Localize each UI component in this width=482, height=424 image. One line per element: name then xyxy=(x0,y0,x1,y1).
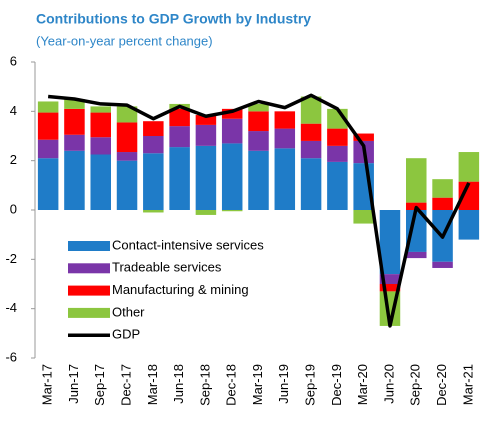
bar-segment xyxy=(379,274,401,284)
y-tick-label: -4 xyxy=(5,300,17,315)
bar-segment xyxy=(37,158,59,210)
bar-segment xyxy=(221,108,243,119)
y-tick-label: 0 xyxy=(10,201,17,216)
legend-marker xyxy=(68,241,110,251)
bar-segment xyxy=(37,101,59,113)
bar-segment xyxy=(458,210,480,240)
legend-label: Tradeable services xyxy=(112,260,222,275)
bar-segment xyxy=(248,131,269,151)
bar-segment xyxy=(432,261,453,268)
bar-segment xyxy=(64,134,85,151)
legend-label: Other xyxy=(112,304,145,319)
bar-segment xyxy=(248,150,269,210)
y-tick-label: 6 xyxy=(10,53,17,68)
x-tick-label: Dec-19 xyxy=(329,364,344,406)
bar-segment xyxy=(221,143,243,210)
bar-segment xyxy=(169,126,190,148)
x-tick-label: Jun-18 xyxy=(171,364,186,404)
bar-segment xyxy=(327,161,348,210)
y-tick-label: -2 xyxy=(5,251,17,266)
x-tick-label: Sep-18 xyxy=(197,364,212,406)
bar-segment xyxy=(116,160,138,210)
bar-segment xyxy=(327,128,348,146)
bar-segment xyxy=(64,150,85,210)
bar-segment xyxy=(143,210,164,213)
bar-segment xyxy=(221,210,243,212)
x-tick-label: Dec-20 xyxy=(434,364,449,406)
bar-segment xyxy=(90,106,111,113)
bar-segment xyxy=(90,137,111,155)
legend-marker xyxy=(68,307,110,318)
bar-segment xyxy=(379,284,401,292)
bar-segment xyxy=(274,128,296,149)
bar-segment xyxy=(432,197,453,210)
bar-segment xyxy=(195,145,217,210)
legend-label: Manufacturing & mining xyxy=(112,282,249,297)
bar-segment xyxy=(406,158,427,203)
bar-segment xyxy=(90,154,111,210)
bar-segment xyxy=(353,210,374,224)
x-tick-label: Jun-17 xyxy=(66,364,81,404)
x-tick-label: Mar-21 xyxy=(460,364,475,405)
bar-segment xyxy=(116,152,138,161)
bar-segment xyxy=(274,148,296,210)
chart-title: Contributions to GDP Growth by Industry xyxy=(36,11,311,27)
x-tick-label: Sep-19 xyxy=(303,364,318,406)
bar-segment xyxy=(300,140,322,159)
bar-segment xyxy=(37,139,59,159)
bar-segment xyxy=(116,122,138,153)
bar-segment xyxy=(300,96,322,124)
x-tick-label: Sep-17 xyxy=(92,364,107,406)
bar-segment xyxy=(37,112,59,140)
bar-segment xyxy=(221,118,243,144)
x-tick-label: Dec-17 xyxy=(118,364,133,406)
bar-segment xyxy=(64,108,85,135)
bar-segment xyxy=(406,251,427,259)
bar-segment xyxy=(143,136,164,154)
bar-segment xyxy=(169,147,190,210)
bar-segment xyxy=(116,106,138,123)
x-tick-label: Jun-20 xyxy=(381,364,396,404)
y-tick-label: 4 xyxy=(10,103,17,118)
bar-segment xyxy=(300,158,322,210)
bar-segment xyxy=(90,112,111,138)
legend-marker xyxy=(68,285,110,296)
bar-segment xyxy=(195,210,217,215)
bar-segment xyxy=(195,115,217,125)
bar-segment xyxy=(300,123,322,141)
y-tick-label: -6 xyxy=(5,349,17,364)
bar-segment xyxy=(379,210,401,275)
gdp-line xyxy=(47,93,471,328)
legend-label: Contact-intensive services xyxy=(112,237,264,252)
bar-segment xyxy=(248,111,269,132)
bar-segment xyxy=(458,181,480,210)
bar-segment xyxy=(406,210,427,252)
bar-segment xyxy=(248,103,269,112)
bar-segment xyxy=(64,99,85,109)
legend-label: GDP xyxy=(112,327,140,342)
bar-segment xyxy=(143,153,164,210)
x-tick-label: Mar-20 xyxy=(355,364,370,405)
legend-marker xyxy=(68,263,110,274)
chart-subtitle: (Year-on-year percent change) xyxy=(36,33,213,48)
bar-segment xyxy=(353,133,374,141)
x-tick-label: Dec-18 xyxy=(224,364,239,406)
x-tick-label: Mar-17 xyxy=(40,364,55,405)
bar-segment xyxy=(143,121,164,136)
bar-segment xyxy=(195,124,217,146)
x-tick-label: Mar-19 xyxy=(250,364,265,405)
x-tick-label: Jun-19 xyxy=(276,364,291,404)
bar-segment xyxy=(458,152,480,182)
bar-segment xyxy=(169,108,190,127)
x-tick-label: Mar-18 xyxy=(145,364,160,405)
bar-segment xyxy=(432,179,453,198)
bar-segment xyxy=(327,145,348,162)
y-tick-label: 2 xyxy=(10,152,17,167)
bar-segment xyxy=(274,111,296,129)
x-tick-label: Sep-20 xyxy=(408,364,423,406)
